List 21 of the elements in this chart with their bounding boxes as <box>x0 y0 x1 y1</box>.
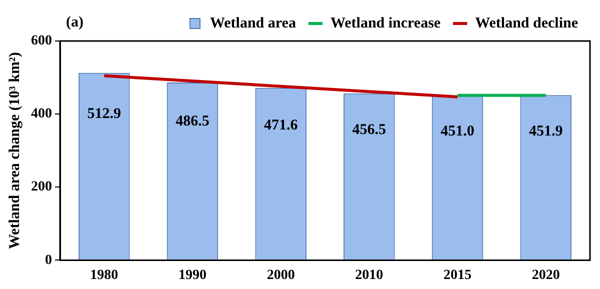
x-tick-label: 2010 <box>355 268 384 284</box>
y-axis-title: Wetland area change (10³ km²) <box>6 52 23 250</box>
x-tick-label: 1980 <box>90 268 118 284</box>
legend-label: Wetland increase <box>330 15 441 32</box>
data-label: 512.9 <box>87 106 122 122</box>
y-tick-label: 600 <box>31 34 52 49</box>
data-label: 456.5 <box>352 122 386 138</box>
x-tick-label: 2000 <box>266 268 295 284</box>
text: (a) <box>66 14 84 30</box>
data-label: 471.6 <box>264 118 298 134</box>
data-label: 451.0 <box>440 124 474 140</box>
y-tick-label: 400 <box>31 106 52 122</box>
data-label: 451.9 <box>528 123 563 140</box>
data-label: 486.5 <box>176 113 210 130</box>
legend-label: Wetland area <box>210 15 296 32</box>
x-tick-label: 2020 <box>532 268 560 284</box>
x-tick-label: 2015 <box>444 268 472 284</box>
y-tick-label: 200 <box>31 180 52 195</box>
y-tick-label: 0 <box>45 252 52 268</box>
x-tick-label: 1990 <box>178 268 206 284</box>
legend-label: Wetland decline <box>475 15 578 32</box>
